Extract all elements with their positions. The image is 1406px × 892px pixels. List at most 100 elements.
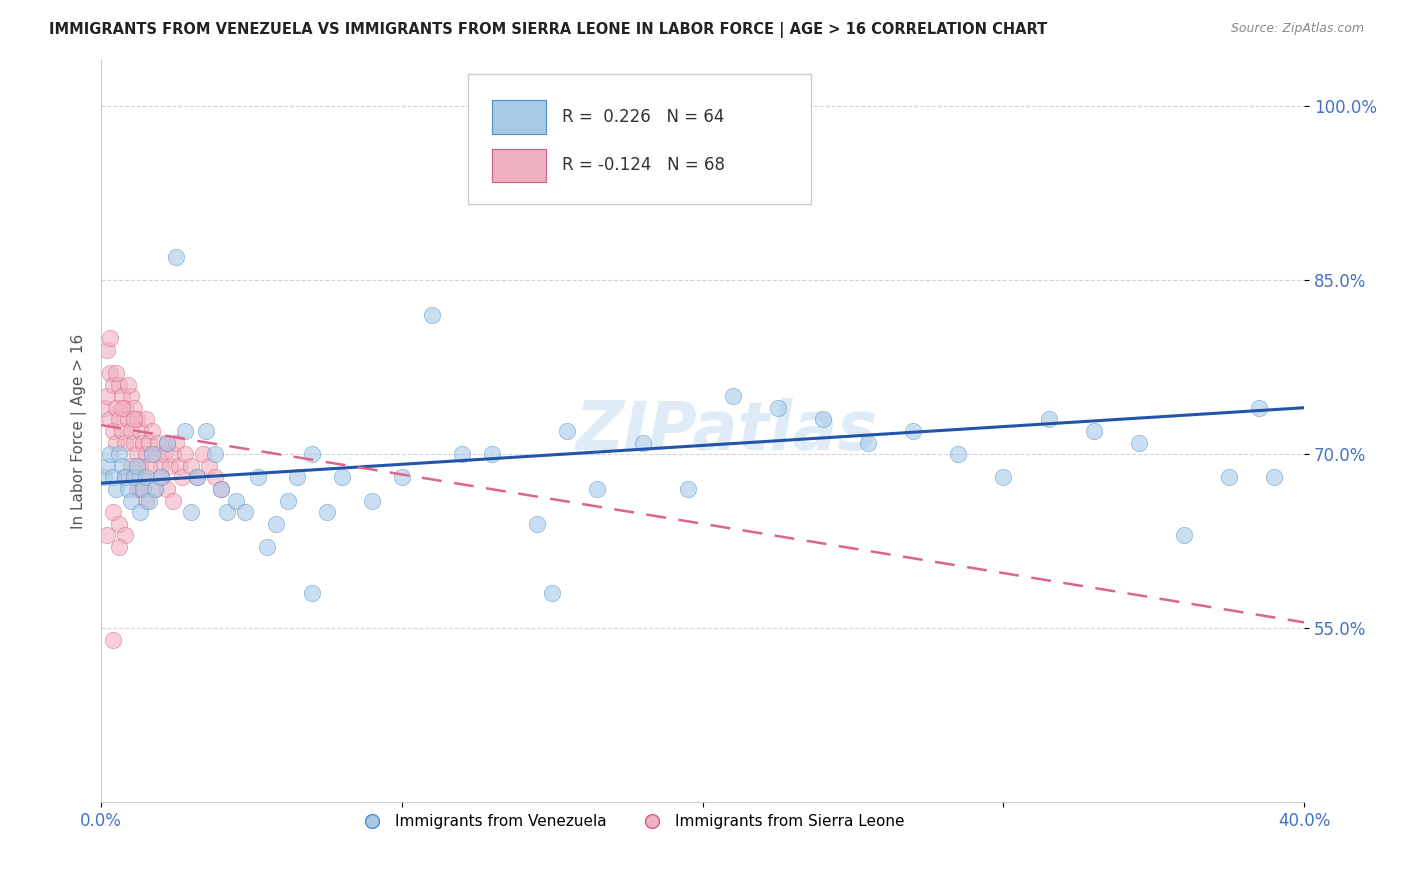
Point [105, 482, 128, 496]
Point [105, 435, 128, 450]
Point [111, 401, 134, 415]
Point [391, 470, 413, 484]
Point [105, 401, 128, 415]
Point [631, 435, 654, 450]
Point [141, 424, 163, 438]
Point [481, 447, 503, 461]
Point [156, 435, 179, 450]
Point [101, 470, 124, 484]
Point [1083, 424, 1105, 438]
Point [108, 540, 131, 554]
Point [114, 528, 136, 542]
Point [150, 470, 173, 484]
Point [162, 493, 184, 508]
Text: Source: ZipAtlas.com: Source: ZipAtlas.com [1230, 22, 1364, 36]
Point [114, 470, 136, 484]
Point [122, 401, 145, 415]
Point [1173, 528, 1195, 542]
Point [856, 435, 879, 450]
Point [277, 493, 299, 508]
Bar [492, 101, 547, 134]
Point [122, 435, 145, 450]
Text: IMMIGRANTS FROM VENEZUELA VS IMMIGRANTS FROM SIERRA LEONE IN LABOR FORCE | AGE >: IMMIGRANTS FROM VENEZUELA VS IMMIGRANTS … [49, 22, 1047, 38]
Text: ZIPatlas: ZIPatlas [575, 398, 877, 464]
Point [114, 435, 136, 450]
Text: R = -0.124   N = 68: R = -0.124 N = 68 [562, 156, 725, 174]
Point [285, 470, 308, 484]
Point [138, 458, 160, 473]
Point [903, 424, 925, 438]
Point [156, 482, 179, 496]
Point [169, 458, 191, 473]
Point [165, 250, 187, 264]
Point [420, 308, 443, 322]
Point [117, 482, 139, 496]
Point [96, 458, 118, 473]
Point [1218, 470, 1240, 484]
Point [101, 377, 124, 392]
Point [127, 458, 149, 473]
Point [264, 516, 287, 531]
Point [193, 447, 215, 461]
Point [541, 586, 564, 600]
Point [153, 447, 176, 461]
Point [138, 435, 160, 450]
Point [138, 493, 160, 508]
Point [122, 412, 145, 426]
Point [98, 331, 121, 345]
Point [315, 505, 337, 519]
Point [127, 412, 149, 426]
Point [186, 470, 208, 484]
Point [143, 482, 166, 496]
Point [108, 412, 131, 426]
Point [766, 401, 789, 415]
Point [256, 540, 278, 554]
Point [174, 447, 197, 461]
Point [105, 366, 128, 380]
Point [526, 516, 548, 531]
Point [209, 482, 232, 496]
Point [1263, 470, 1285, 484]
Point [186, 470, 208, 484]
Point [141, 447, 163, 461]
Point [114, 470, 136, 484]
Point [129, 482, 152, 496]
Point [108, 377, 131, 392]
Point [209, 482, 232, 496]
Point [1038, 412, 1060, 426]
FancyBboxPatch shape [468, 74, 811, 204]
Point [948, 447, 970, 461]
Point [132, 470, 155, 484]
Point [96, 389, 118, 403]
Point [174, 424, 197, 438]
Point [586, 482, 609, 496]
Point [114, 401, 136, 415]
Point [98, 412, 121, 426]
Point [129, 505, 152, 519]
Point [111, 458, 134, 473]
Point [117, 377, 139, 392]
Point [198, 458, 221, 473]
Point [195, 424, 218, 438]
Point [120, 493, 142, 508]
Point [204, 447, 226, 461]
Point [148, 435, 170, 450]
Point [117, 412, 139, 426]
Point [180, 458, 202, 473]
Point [162, 447, 184, 461]
Point [135, 470, 157, 484]
Point [225, 493, 247, 508]
Point [96, 343, 118, 357]
Text: R =  0.226   N = 64: R = 0.226 N = 64 [562, 108, 724, 126]
Point [143, 482, 166, 496]
Point [143, 447, 166, 461]
Point [811, 412, 834, 426]
Point [301, 447, 323, 461]
Point [98, 447, 121, 461]
Point [165, 435, 187, 450]
Point [101, 505, 124, 519]
Point [108, 447, 131, 461]
Point [135, 412, 157, 426]
Point [150, 470, 173, 484]
Point [120, 424, 142, 438]
